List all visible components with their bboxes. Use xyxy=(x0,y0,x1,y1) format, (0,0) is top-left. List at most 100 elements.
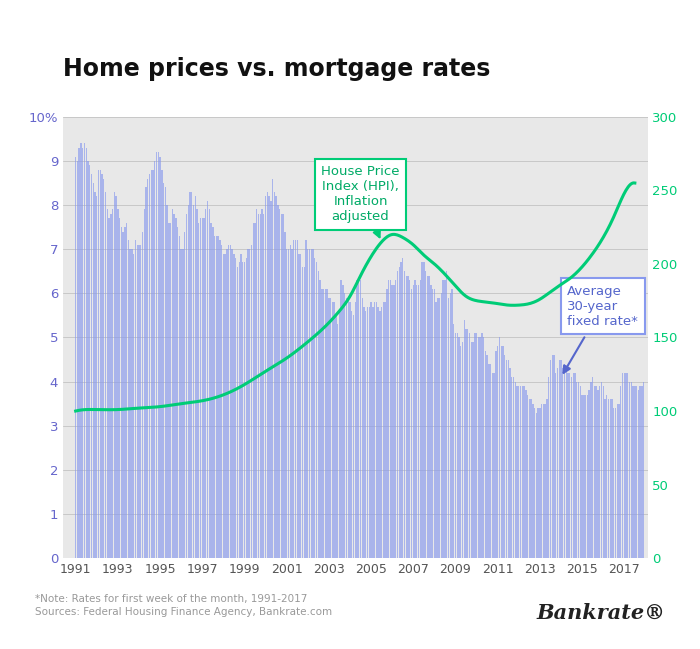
Bar xyxy=(550,360,551,558)
Bar xyxy=(566,369,567,558)
Bar xyxy=(571,377,572,558)
Bar xyxy=(333,302,335,558)
Bar xyxy=(146,188,147,558)
Bar xyxy=(582,395,583,558)
Bar xyxy=(223,254,224,558)
Bar xyxy=(349,302,351,558)
Bar xyxy=(395,280,396,558)
Bar xyxy=(82,148,83,558)
Bar xyxy=(590,382,592,558)
Bar xyxy=(390,280,391,558)
Bar xyxy=(388,280,389,558)
Bar xyxy=(311,249,312,558)
Bar xyxy=(522,386,523,558)
Bar xyxy=(458,337,460,558)
Bar xyxy=(552,355,553,558)
Bar xyxy=(576,382,578,558)
Bar xyxy=(130,249,131,558)
Bar xyxy=(102,174,103,558)
Bar xyxy=(514,382,516,558)
Bar xyxy=(564,364,565,558)
Bar xyxy=(470,342,472,558)
Bar xyxy=(419,280,421,558)
Bar xyxy=(534,408,536,558)
Bar xyxy=(499,337,500,558)
Bar xyxy=(120,227,122,558)
Bar xyxy=(191,192,193,558)
Bar xyxy=(88,161,89,558)
Bar xyxy=(525,391,526,558)
Bar xyxy=(133,254,134,558)
Bar xyxy=(228,245,230,558)
Bar xyxy=(113,192,115,558)
Bar xyxy=(135,240,136,558)
Bar xyxy=(585,395,587,558)
Bar xyxy=(263,214,265,558)
Bar xyxy=(136,245,138,558)
Bar xyxy=(432,289,433,558)
Bar xyxy=(460,347,461,558)
Bar xyxy=(497,347,498,558)
Bar xyxy=(272,178,273,558)
Bar xyxy=(295,240,296,558)
Bar xyxy=(518,386,519,558)
Bar xyxy=(583,395,584,558)
Bar xyxy=(94,192,96,558)
Bar xyxy=(580,386,581,558)
Bar xyxy=(548,377,550,558)
Bar xyxy=(453,324,454,558)
Bar xyxy=(407,276,409,558)
Bar xyxy=(175,218,176,558)
Bar xyxy=(355,302,356,558)
Bar xyxy=(244,262,245,558)
Bar xyxy=(444,280,446,558)
Bar xyxy=(168,223,169,558)
Bar xyxy=(140,245,141,558)
Bar xyxy=(207,201,208,558)
Bar xyxy=(80,143,82,558)
Bar xyxy=(384,302,386,558)
Bar xyxy=(488,364,489,558)
Bar xyxy=(330,298,331,558)
Bar xyxy=(541,404,542,558)
Bar xyxy=(127,240,129,558)
Bar xyxy=(398,267,400,558)
Bar xyxy=(307,249,309,558)
Bar xyxy=(641,386,643,558)
Bar xyxy=(589,391,590,558)
Bar xyxy=(221,245,223,558)
Bar xyxy=(239,262,240,558)
Bar xyxy=(261,210,262,558)
Bar xyxy=(110,214,111,558)
Bar xyxy=(508,360,509,558)
Bar xyxy=(172,210,173,558)
Bar xyxy=(193,205,194,558)
Bar xyxy=(286,249,288,558)
Bar xyxy=(481,333,482,558)
Bar xyxy=(167,205,168,558)
Bar xyxy=(405,276,407,558)
Bar xyxy=(381,306,382,558)
Bar xyxy=(186,214,187,558)
Bar xyxy=(182,249,183,558)
Bar xyxy=(184,232,186,558)
Bar xyxy=(365,311,367,558)
Bar xyxy=(606,395,608,558)
Bar xyxy=(316,262,317,558)
Bar xyxy=(379,311,381,558)
Bar xyxy=(237,267,238,558)
Bar xyxy=(181,249,182,558)
Bar xyxy=(274,192,275,558)
Bar xyxy=(604,399,606,558)
Bar xyxy=(328,298,330,558)
Bar xyxy=(449,293,451,558)
Bar xyxy=(418,284,419,558)
Bar xyxy=(178,236,180,558)
Bar xyxy=(116,196,117,558)
Bar xyxy=(339,311,340,558)
Bar xyxy=(404,271,405,558)
Bar xyxy=(539,408,540,558)
Bar xyxy=(448,298,449,558)
Bar xyxy=(376,302,377,558)
Bar xyxy=(106,210,108,558)
